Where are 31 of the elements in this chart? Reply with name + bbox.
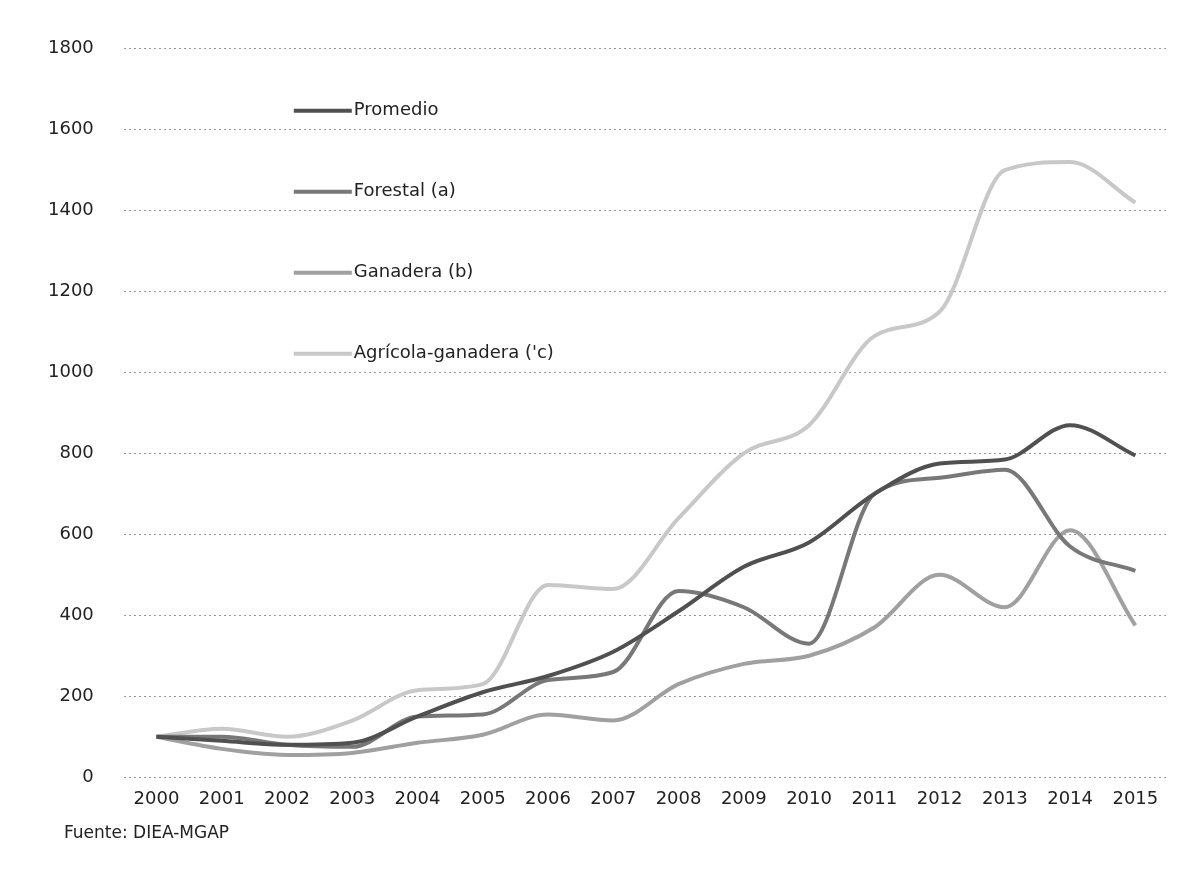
y-tick-label: 1600 bbox=[48, 117, 94, 139]
legend-label: Ganadera (b) bbox=[353, 260, 474, 282]
x-tick-label: 2012 bbox=[916, 786, 963, 808]
x-tick-label: 2002 bbox=[264, 786, 310, 808]
x-tick-label: 2010 bbox=[786, 786, 832, 808]
x-tick-label: 2000 bbox=[133, 786, 180, 808]
x-tick-label: 2011 bbox=[851, 786, 898, 808]
y-tick-label: 600 bbox=[59, 522, 94, 544]
legend-label: Agrícola-ganadera ('c) bbox=[353, 341, 554, 363]
y-tick-label: 200 bbox=[59, 683, 94, 705]
x-tick-label: 2014 bbox=[1047, 786, 1094, 808]
x-tick-label: 2013 bbox=[981, 786, 1028, 808]
source-note: Fuente: DIEA-MGAP bbox=[64, 822, 231, 842]
y-tick-label: 1000 bbox=[48, 360, 94, 382]
legend-label: Forestal (a) bbox=[353, 179, 456, 201]
x-tick-label: 2001 bbox=[198, 786, 245, 808]
x-tick-label: 2004 bbox=[394, 786, 441, 808]
legend-label: Promedio bbox=[353, 98, 439, 120]
y-tick-label: 1400 bbox=[48, 198, 94, 220]
y-tick-label: 1800 bbox=[48, 36, 94, 58]
x-tick-label: 2008 bbox=[655, 786, 702, 808]
y-tick-label: 1200 bbox=[48, 279, 94, 301]
x-tick-label: 2006 bbox=[525, 786, 571, 808]
y-tick-label: 0 bbox=[82, 764, 94, 786]
x-tick-label: 2009 bbox=[720, 786, 767, 808]
x-tick-label: 2003 bbox=[329, 786, 376, 808]
y-tick-label: 800 bbox=[59, 441, 94, 463]
x-tick-label: 2007 bbox=[590, 786, 637, 808]
x-tick-label: 2015 bbox=[1112, 786, 1159, 808]
x-tick-label: 2005 bbox=[459, 786, 506, 808]
y-tick-label: 400 bbox=[59, 603, 94, 625]
